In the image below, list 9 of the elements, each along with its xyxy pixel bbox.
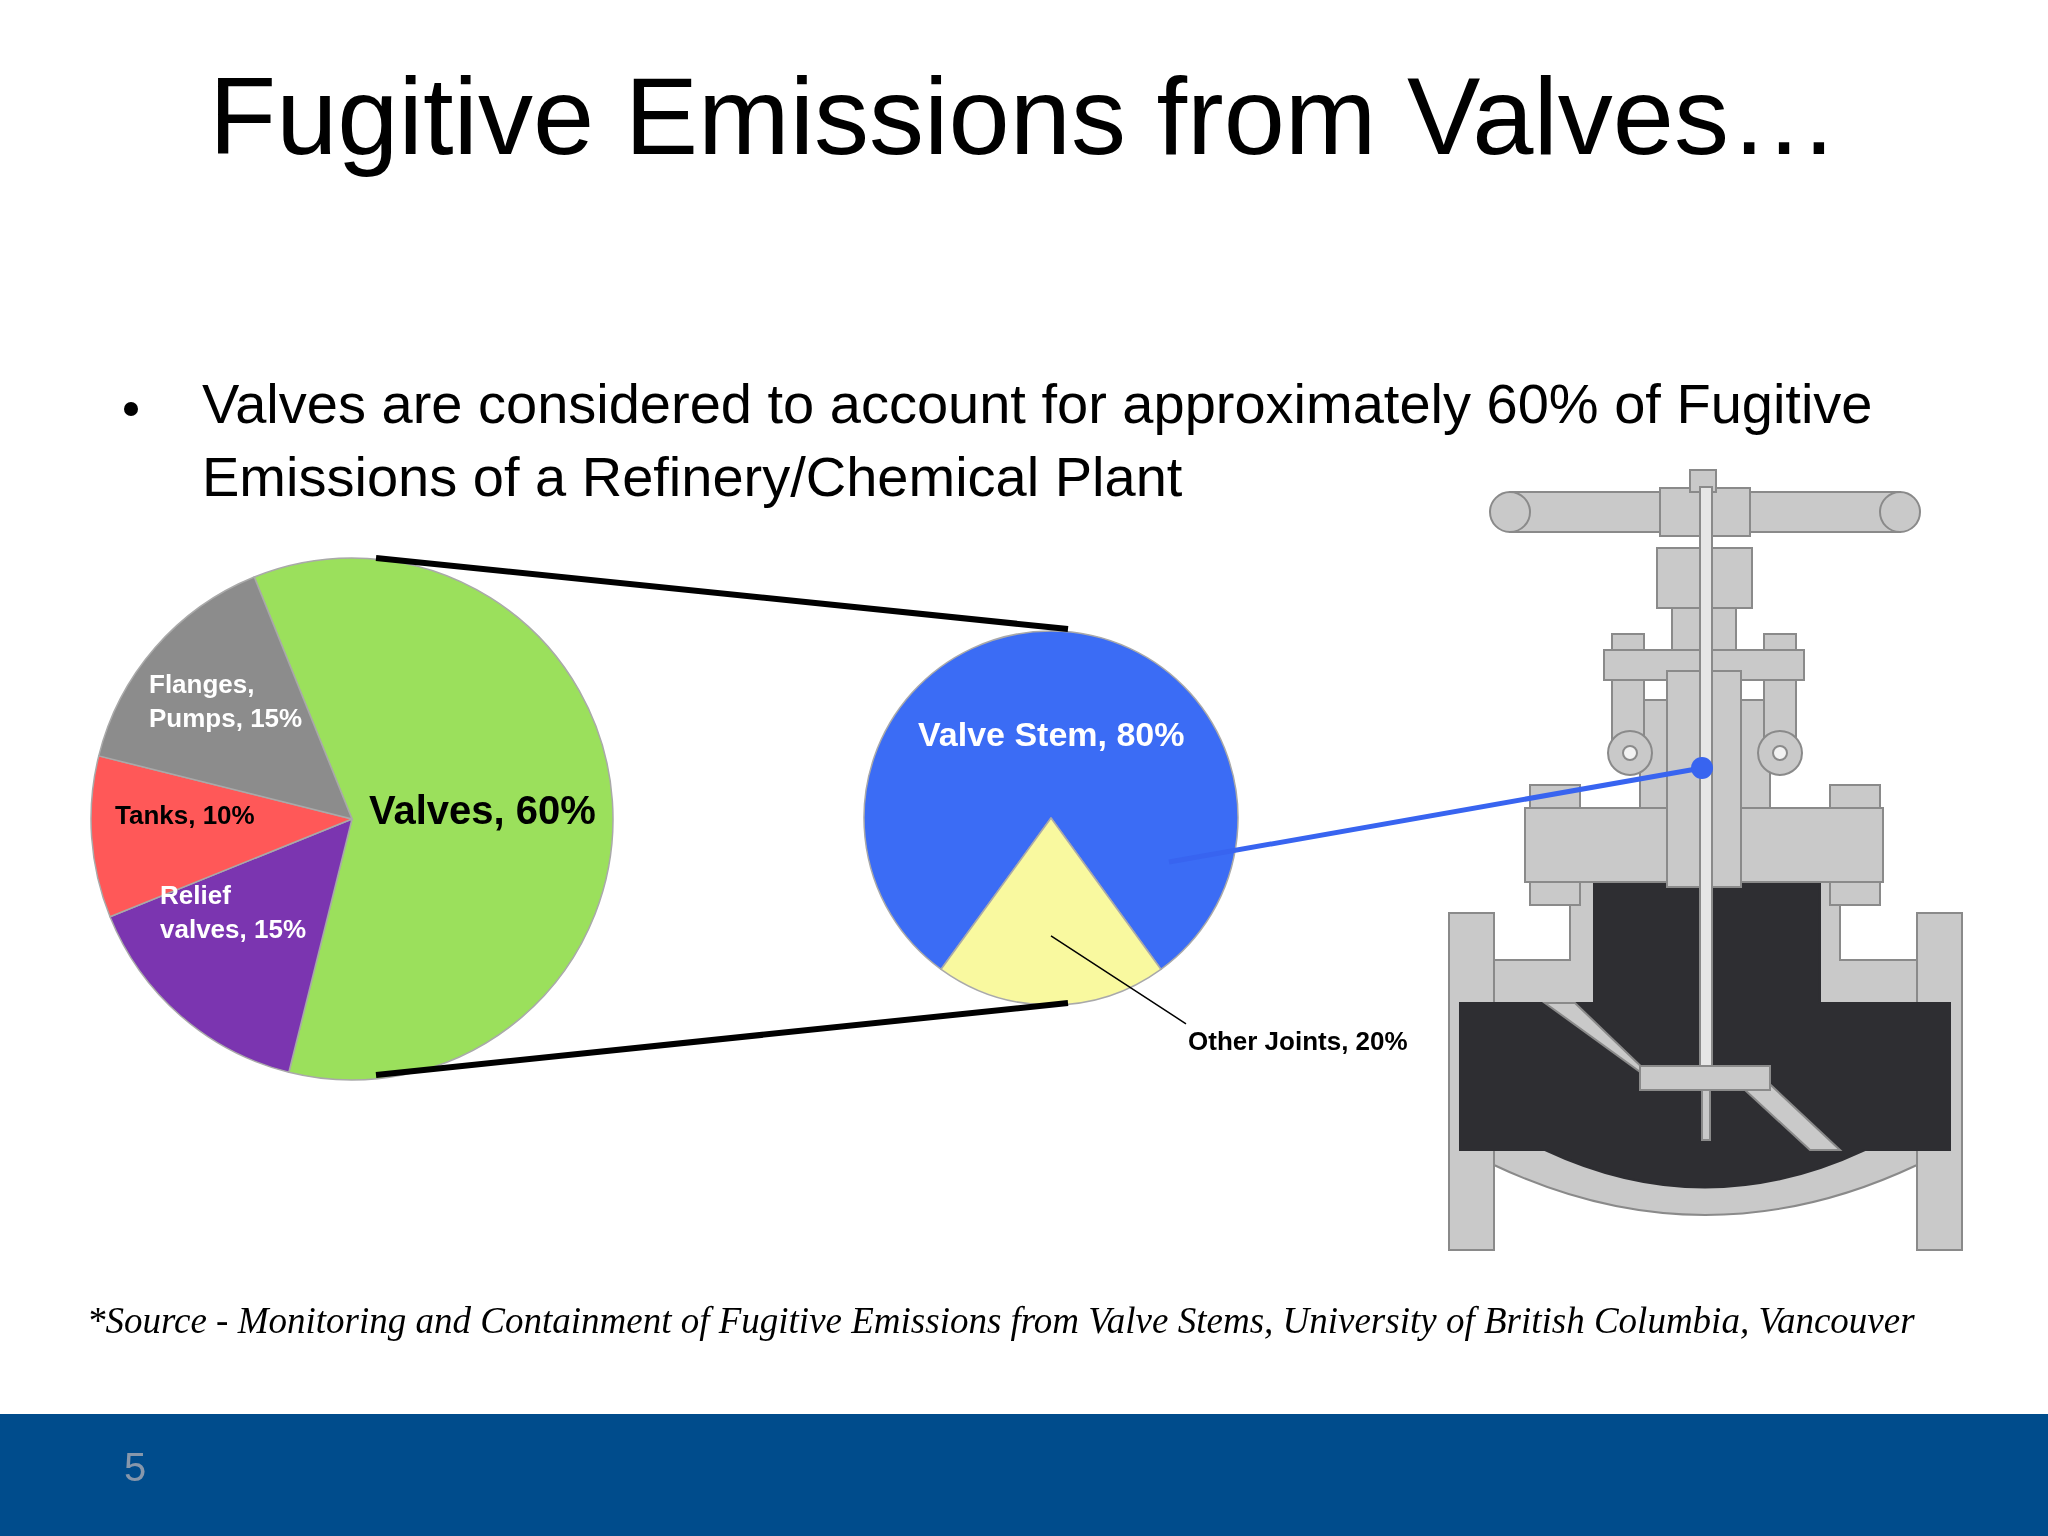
slice-label: Flanges, Pumps, 15% — [149, 669, 303, 733]
text: 5 — [124, 1445, 147, 1489]
slice-label: Valves, 60% — [369, 788, 596, 832]
slice-label: Relief valves, 15% — [160, 880, 307, 944]
text: *Source - Monitoring and Containment of Fugitive Emissions from Valve Stems, University of British Columbia, Vancouver — [87, 1300, 1916, 1341]
slice-label: Tanks, 10% — [115, 800, 255, 830]
slice-label: Valve Stem, 80% — [918, 715, 1185, 753]
text: Fugitive Emissions from Valves… — [208, 53, 1840, 177]
slice-label: Other Joints, 20% — [1188, 1026, 1408, 1056]
